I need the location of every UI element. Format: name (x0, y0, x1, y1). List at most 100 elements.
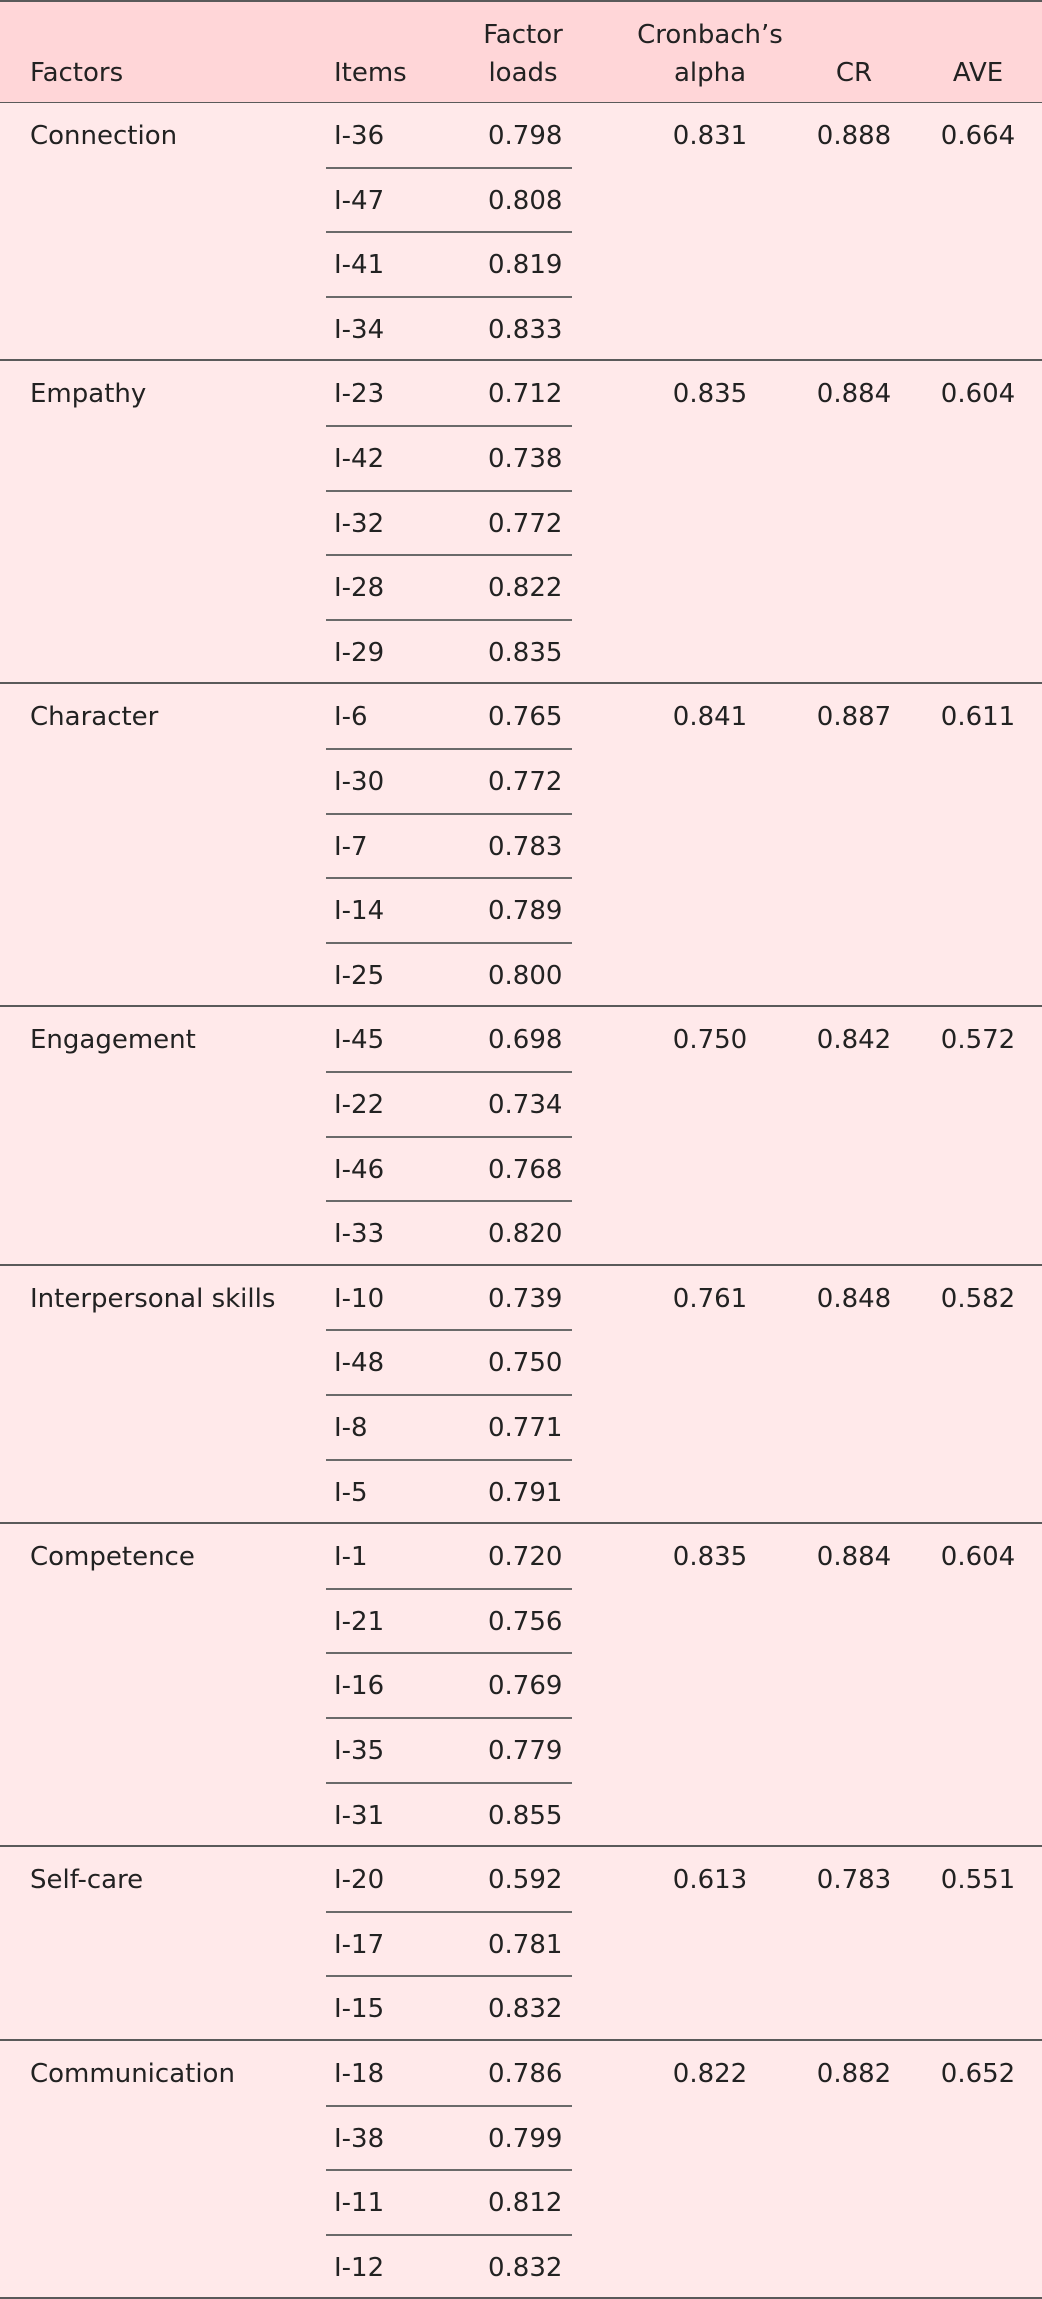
item-row-divider (326, 295, 572, 298)
cronbach-alpha-value: 0.835 (672, 1542, 748, 1573)
item-row-divider (326, 2169, 572, 2172)
factor-load-value: 0.781 (488, 1929, 563, 1960)
item-row-divider (326, 1975, 572, 1978)
factor-load-value: 0.769 (488, 1671, 563, 1702)
item-row-divider (326, 1587, 572, 1590)
table-header-row: Factors Items Factor loads Cronbach’s al… (0, 0, 1042, 103)
factor-load-value: 0.772 (488, 508, 563, 539)
factor-name: Self-care (30, 1865, 144, 1896)
cr-value: 0.888 (816, 121, 892, 151)
factor-name: Character (30, 702, 159, 733)
item-code: I-15 (334, 1994, 385, 2025)
factor-load-value: 0.800 (488, 960, 563, 991)
item-code: I-42 (334, 443, 385, 474)
item-row-divider (326, 1910, 572, 1913)
factor-load-value: 0.756 (488, 1606, 563, 1637)
cr-value: 0.783 (816, 1865, 892, 1896)
ave-value: 0.551 (940, 1865, 1016, 1896)
header-factor-loads-line1: Factor (483, 20, 563, 50)
factor-load-value: 0.768 (488, 1154, 563, 1185)
cr-value: 0.884 (816, 379, 892, 410)
item-code: I-17 (334, 1929, 385, 1960)
item-code: I-7 (334, 831, 368, 862)
item-row-divider (326, 1393, 572, 1396)
item-code: I-25 (334, 960, 385, 991)
factor-group: Empathy 0.835 0.884 0.604 I-23 0.712 I-42 0.738… (0, 361, 1042, 685)
factor-group: Interpersonal skills 0.761 0.848 0.582 I-10 0… (0, 1265, 1042, 1525)
ave-value: 0.604 (940, 1542, 1016, 1573)
factor-load-value: 0.808 (488, 185, 563, 216)
item-code: I-34 (334, 314, 385, 345)
item-row-divider (326, 2233, 572, 2236)
header-factor-loads-line2: loads (488, 58, 558, 88)
item-row-divider (326, 166, 572, 169)
item-code: I-36 (334, 121, 385, 151)
item-code: I-6 (334, 702, 368, 733)
cr-value: 0.842 (816, 1025, 892, 1056)
cronbach-alpha-value: 0.841 (672, 702, 748, 733)
item-code: I-16 (334, 1671, 385, 1702)
factor-group: Character 0.841 0.887 0.611 I-6 0.765 I-30 0.77… (0, 684, 1042, 1008)
factor-load-value: 0.798 (488, 121, 563, 151)
factor-load-value: 0.765 (488, 702, 563, 733)
item-code: I-5 (334, 1477, 368, 1508)
item-row-divider (326, 1652, 572, 1655)
cr-value: 0.882 (816, 2059, 892, 2089)
item-code: I-48 (334, 1348, 385, 1379)
item-row-divider (326, 1200, 572, 1203)
factor-name: Engagement (30, 1025, 196, 1056)
factor-load-value: 0.771 (488, 1412, 563, 1443)
cr-value: 0.848 (816, 1283, 892, 1314)
item-code: I-14 (334, 896, 385, 927)
factor-name: Empathy (30, 379, 147, 410)
factor-name: Connection (30, 121, 178, 151)
factor-load-value: 0.789 (488, 896, 563, 927)
item-row-divider (326, 941, 572, 944)
factor-load-value: 0.698 (488, 1025, 563, 1056)
item-code: I-23 (334, 379, 385, 410)
item-code: I-32 (334, 508, 385, 539)
factor-load-value: 0.738 (488, 443, 563, 474)
item-row-divider (326, 877, 572, 880)
item-code: I-31 (334, 1800, 385, 1831)
factor-load-value: 0.833 (488, 314, 563, 345)
item-code: I-18 (334, 2059, 385, 2089)
item-code: I-45 (334, 1025, 385, 1056)
item-code: I-10 (334, 1283, 385, 1314)
item-row-divider (326, 1716, 572, 1719)
ave-value: 0.652 (940, 2059, 1016, 2089)
item-code: I-12 (334, 2252, 385, 2283)
item-row-divider (326, 1070, 572, 1073)
ave-value: 0.664 (940, 121, 1016, 151)
item-code: I-1 (334, 1542, 368, 1573)
cronbach-alpha-value: 0.822 (672, 2059, 748, 2089)
factor-load-value: 0.812 (488, 2188, 563, 2219)
ave-value: 0.604 (940, 379, 1016, 410)
factor-load-value: 0.820 (488, 1219, 563, 1250)
factor-load-value: 0.819 (488, 250, 563, 281)
item-code: I-20 (334, 1865, 385, 1896)
item-code: I-35 (334, 1735, 385, 1766)
factor-group: Self-care 0.613 0.783 0.551 I-20 0.592 I-17 0.7… (0, 1847, 1042, 2041)
item-code: I-41 (334, 250, 385, 281)
header-alpha-line2: alpha (673, 58, 747, 88)
factor-load-value: 0.783 (488, 831, 563, 862)
item-code: I-29 (334, 637, 385, 668)
cronbach-alpha-value: 0.761 (672, 1283, 748, 1314)
item-code: I-30 (334, 766, 385, 797)
item-code: I-22 (334, 1089, 385, 1120)
factor-group: Connection 0.831 0.888 0.664 I-36 0.798 I-47 0.… (0, 103, 1042, 362)
ave-value: 0.572 (940, 1025, 1016, 1056)
item-row-divider (326, 1135, 572, 1138)
factor-load-value: 0.739 (488, 1283, 563, 1314)
item-code: I-21 (334, 1606, 385, 1637)
cr-value: 0.887 (816, 702, 892, 733)
factor-load-value: 0.750 (488, 1348, 563, 1379)
factor-name: Competence (30, 1542, 195, 1573)
factor-load-value: 0.592 (488, 1865, 563, 1896)
cronbach-alpha-value: 0.835 (672, 379, 748, 410)
header-factors: Factors (30, 58, 124, 88)
factor-load-value: 0.822 (488, 573, 563, 604)
cronbach-alpha-value: 0.750 (672, 1025, 748, 1056)
